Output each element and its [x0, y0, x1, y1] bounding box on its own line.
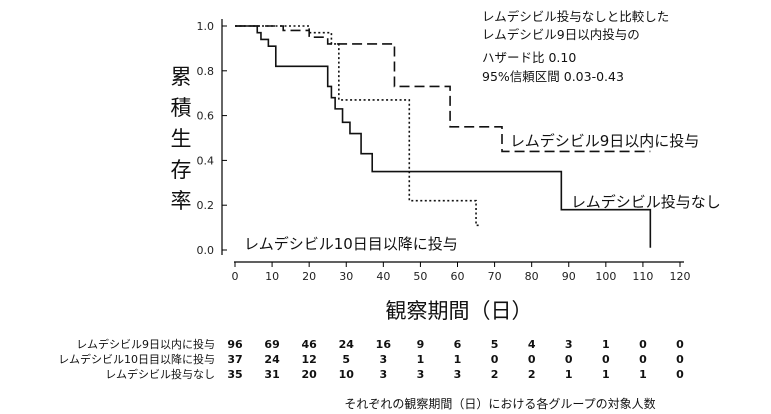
risk-count: 5 — [342, 353, 350, 366]
series-label-10days: レムデシビル10日目以降に投与 — [244, 235, 458, 253]
risk-count: 0 — [676, 338, 684, 351]
risk-count: 2 — [528, 368, 536, 381]
survival-curves — [235, 25, 652, 248]
risk-count: 35 — [227, 368, 242, 381]
risk-row-label: レムデシビル9日以内に投与 — [76, 337, 215, 351]
y-ticks: 0.0 0.2 0.4 0.6 0.8 1.0 — [197, 20, 227, 257]
risk-count: 0 — [602, 353, 610, 366]
y-tick-label: 0.0 — [197, 244, 215, 257]
risk-count: 0 — [639, 338, 647, 351]
risk-count: 3 — [380, 368, 388, 381]
risk-row-label: レムデシビル10日目以降に投与 — [58, 352, 215, 366]
y-axis-label-char: 存 — [171, 158, 192, 182]
risk-count: 1 — [565, 368, 573, 381]
y-tick-label: 0.6 — [197, 110, 215, 123]
risk-count: 0 — [565, 353, 573, 366]
annotation-line-4: 95%信頼区間 0.03-0.43 — [482, 69, 624, 84]
x-tick-label: 40 — [376, 270, 390, 283]
curve-none — [235, 25, 652, 248]
risk-count: 0 — [639, 353, 647, 366]
curve-10days — [235, 25, 480, 227]
x-ticks: 0 10 20 30 40 50 60 70 80 90 100 110 120 — [232, 262, 691, 283]
risk-count: 5 — [491, 338, 499, 351]
y-axis-label-char: 積 — [171, 96, 192, 120]
y-axis-label-char: 累 — [171, 65, 192, 89]
y-axis-label-char: 率 — [171, 189, 192, 213]
risk-count: 6 — [454, 338, 462, 351]
risk-count: 1 — [602, 338, 610, 351]
x-tick-label: 60 — [451, 270, 465, 283]
curve-9days — [235, 25, 651, 153]
risk-count: 3 — [417, 368, 425, 381]
x-tick-label: 50 — [413, 270, 427, 283]
risk-count: 0 — [676, 353, 684, 366]
x-tick-label: 0 — [232, 270, 239, 283]
y-tick-label: 0.8 — [197, 65, 215, 78]
x-tick-label: 30 — [339, 270, 353, 283]
risk-count: 0 — [491, 353, 499, 366]
y-tick-label: 0.2 — [197, 199, 215, 212]
x-tick-label: 120 — [670, 270, 691, 283]
y-axis-label-char: 生 — [171, 127, 192, 151]
risk-row-label: レムデシビル投与なし — [105, 367, 215, 381]
risk-count: 1 — [417, 353, 425, 366]
risk-count: 9 — [417, 338, 425, 351]
risk-count: 69 — [264, 338, 279, 351]
risk-table-footnote: それぞれの観察期間（日）における各グループの対象人数 — [344, 396, 655, 411]
risk-count: 0 — [528, 353, 536, 366]
risk-count: 24 — [339, 338, 355, 351]
x-axis-label: 観察期間（日） — [386, 299, 533, 323]
hazard-annotation: レムデシビル投与なしと比較した レムデシビル9日以内投与の ハザード比 0.10… — [482, 9, 669, 84]
x-tick-label: 10 — [265, 270, 279, 283]
risk-count: 20 — [302, 368, 318, 381]
risk-count: 24 — [264, 353, 280, 366]
risk-count: 3 — [565, 338, 573, 351]
risk-count: 16 — [376, 338, 392, 351]
y-tick-label: 1.0 — [197, 20, 215, 33]
risk-count: 4 — [528, 338, 536, 351]
x-tick-label: 90 — [562, 270, 576, 283]
risk-count: 37 — [227, 353, 242, 366]
annotation-line-2: レムデシビル9日以内投与の — [482, 27, 640, 42]
x-tick-label: 100 — [595, 270, 616, 283]
series-label-none: レムデシビル投与なし — [571, 193, 721, 211]
risk-count: 2 — [491, 368, 499, 381]
risk-count: 1 — [454, 353, 462, 366]
risk-count: 46 — [302, 338, 318, 351]
risk-table: レムデシビル9日以内に投与 96 69 46 24 16 9 6 5 4 3 1 0 0レムデシビル10日… — [58, 337, 684, 381]
x-tick-label: 70 — [488, 270, 502, 283]
risk-count: 12 — [302, 353, 317, 366]
series-label-9days: レムデシビル9日以内に投与 — [510, 132, 699, 150]
annotation-line-3: ハザード比 0.10 — [482, 50, 576, 65]
risk-count: 96 — [227, 338, 243, 351]
y-tick-label: 0.4 — [197, 154, 215, 167]
risk-count: 0 — [676, 368, 684, 381]
risk-count: 1 — [602, 368, 610, 381]
risk-count: 3 — [454, 368, 462, 381]
x-tick-label: 20 — [302, 270, 316, 283]
risk-count: 3 — [380, 353, 388, 366]
annotation-line-1: レムデシビル投与なしと比較した — [482, 9, 669, 24]
risk-count: 10 — [339, 368, 355, 381]
risk-count: 31 — [264, 368, 279, 381]
x-tick-label: 80 — [525, 270, 539, 283]
x-tick-label: 110 — [632, 270, 653, 283]
risk-count: 1 — [639, 368, 647, 381]
